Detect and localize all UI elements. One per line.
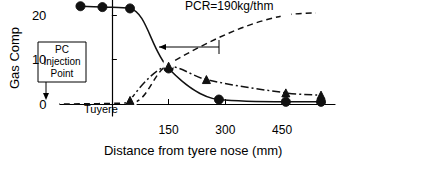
- svg-text:PCR=190kg/thm: PCR=190kg/thm: [185, 0, 273, 13]
- svg-text:0: 0: [39, 97, 46, 112]
- svg-text:450: 450: [272, 123, 292, 137]
- svg-text:300: 300: [215, 123, 235, 137]
- svg-text:PC: PC: [55, 44, 69, 55]
- svg-text:Point: Point: [51, 68, 74, 79]
- svg-text:20: 20: [32, 8, 46, 23]
- svg-text:10: 10: [32, 52, 46, 67]
- svg-text:150: 150: [159, 123, 179, 137]
- svg-text:Injection: Injection: [43, 56, 80, 67]
- svg-text:Distance from tyere nose (mm): Distance from tyere nose (mm): [104, 143, 282, 158]
- svg-text:Gas Comp: Gas Comp: [7, 27, 22, 89]
